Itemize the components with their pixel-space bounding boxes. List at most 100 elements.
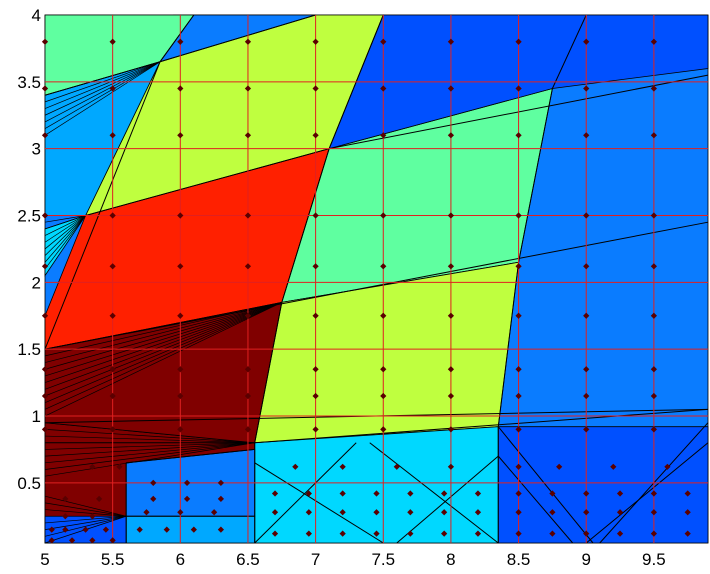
sample-point-77 <box>447 392 455 400</box>
sample-point-160 <box>684 530 691 537</box>
region-patch-13 <box>254 426 499 544</box>
fan-line-2-4 <box>44 215 86 250</box>
mesh-edge-24 <box>497 455 574 544</box>
fan-line-2-5 <box>44 215 86 243</box>
sample-point-27 <box>447 132 455 139</box>
sample-point-139 <box>684 509 691 516</box>
sample-point-70 <box>650 366 657 373</box>
x-tick-label: 6 <box>176 550 185 569</box>
sample-point-93 <box>150 479 157 486</box>
sample-point-106 <box>150 495 157 502</box>
fan-line-3-2 <box>44 302 282 410</box>
y-tick-label: 2.5 <box>17 207 41 226</box>
sample-point-158 <box>616 530 624 537</box>
x-axis: 5 5.5 6 6.5 7 7.5 8 8.5 9 9.5 <box>40 550 665 569</box>
sample-point-95 <box>217 479 225 486</box>
sample-point-98 <box>393 463 400 470</box>
sample-point-136 <box>583 509 590 516</box>
sample-point-12 <box>109 85 116 92</box>
sample-point-152 <box>407 530 414 537</box>
sample-point-156 <box>549 530 556 537</box>
y-tick-label: 3 <box>32 140 41 159</box>
mesh-edge-12 <box>497 262 520 427</box>
x-tick-label: 5 <box>40 550 49 569</box>
y-tick-label: 1 <box>32 407 41 426</box>
sample-point-112 <box>373 490 380 497</box>
sample-point-75 <box>312 392 319 400</box>
grid <box>45 15 708 543</box>
sample-point-69 <box>583 366 590 373</box>
x-tick-label: 9 <box>581 550 590 569</box>
sample-point-3 <box>177 38 184 45</box>
sample-point-97 <box>339 463 346 470</box>
sample-point-66 <box>380 366 387 373</box>
fan-line-4-7 <box>44 429 255 444</box>
sample-point-86 <box>380 426 387 433</box>
y-axis: 0.5 1 1.5 2 2.5 3 3.5 4 <box>17 6 41 493</box>
sample-point-134 <box>515 509 522 516</box>
mesh-edge-6 <box>254 408 709 444</box>
sample-point-4 <box>244 38 252 45</box>
sample-point-137 <box>616 509 624 516</box>
fan-line-2-3 <box>44 215 86 256</box>
y-tick-label: 2 <box>32 273 41 292</box>
y-tick-label: 3.5 <box>17 73 41 92</box>
x-tick-label: 7.5 <box>371 550 395 569</box>
fan-line-1-1 <box>44 61 161 136</box>
fan-line-4-1 <box>44 442 255 477</box>
x-tick-label: 5.5 <box>101 550 125 569</box>
sample-point-103 <box>664 463 671 470</box>
mesh-edge-10 <box>281 148 330 303</box>
x-tick-label: 9.5 <box>642 550 666 569</box>
sample-point-56 <box>380 312 387 319</box>
x-tick-label: 8 <box>446 550 455 569</box>
sample-point-67 <box>447 366 455 373</box>
sample-point-157 <box>583 530 590 537</box>
sample-point-101 <box>556 463 563 470</box>
sample-point-96 <box>292 463 299 470</box>
sample-point-99 <box>447 463 455 470</box>
sample-point-135 <box>549 509 556 516</box>
sample-point-109 <box>271 490 279 497</box>
sample-point-85 <box>312 426 319 433</box>
sample-point-1 <box>41 38 49 45</box>
fan-line-4-3 <box>44 442 255 464</box>
fan-line-1-3 <box>44 61 161 123</box>
x-tick-label: 6.5 <box>236 550 260 569</box>
fan-mesh-1 <box>44 61 161 136</box>
sample-point-31 <box>41 212 49 219</box>
x-tick-label: 7 <box>311 550 320 569</box>
mesh-edge-9 <box>254 302 283 443</box>
mesh-edge-25 <box>585 442 709 544</box>
fan-line-3-9 <box>44 302 282 363</box>
mesh-edge-3 <box>85 148 330 216</box>
sample-point-159 <box>650 530 657 537</box>
fan-line-1-4 <box>44 61 161 116</box>
fan-line-4-6 <box>44 435 255 444</box>
fan-line-3-7 <box>44 302 282 377</box>
mesh-edge-16 <box>159 14 195 63</box>
sample-point-102 <box>610 463 617 470</box>
mesh-edge-19 <box>254 462 384 544</box>
x-tick-label: 8.5 <box>507 550 531 569</box>
sample-point-113 <box>407 490 414 497</box>
fan-line-1-5 <box>44 61 161 109</box>
sample-point-128 <box>305 509 312 516</box>
mesh-edge-17 <box>159 14 316 63</box>
sample-point-25 <box>312 132 319 139</box>
sample-point-147 <box>217 526 225 533</box>
sample-point-76 <box>380 392 387 400</box>
sample-point-114 <box>441 490 448 497</box>
mesh-edge-29 <box>126 448 255 464</box>
sample-point-45 <box>312 263 319 270</box>
sample-point-111 <box>339 490 346 497</box>
sample-point-47 <box>447 263 455 270</box>
mesh-edge-1 <box>44 221 709 350</box>
sample-point-33 <box>177 212 184 219</box>
y-tick-label: 1.5 <box>17 340 41 359</box>
sample-point-155 <box>515 530 522 537</box>
sample-point-133 <box>474 509 482 516</box>
fan-line-4-2 <box>44 442 255 470</box>
mesh-edge-20 <box>254 442 357 544</box>
